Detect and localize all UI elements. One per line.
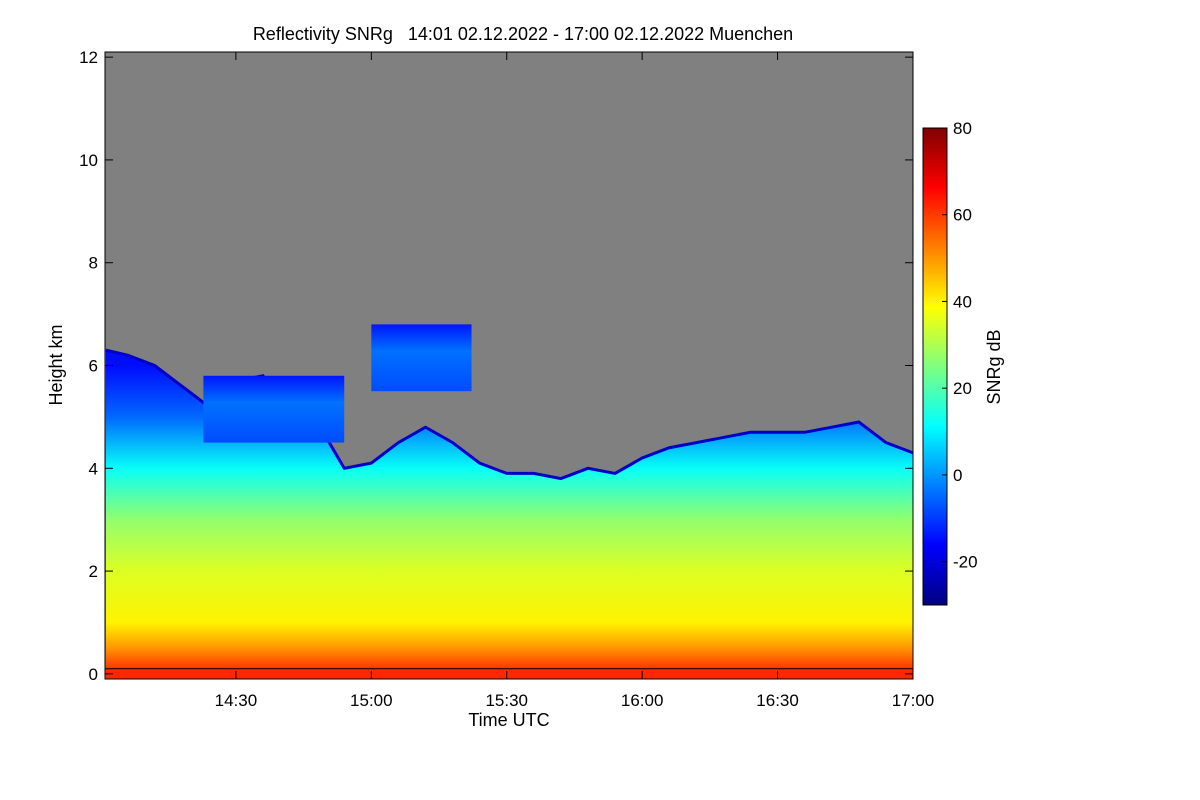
- y-tick-label: 4: [89, 459, 98, 478]
- colorbar-tick-label: 0: [953, 466, 962, 485]
- chart-title: Reflectivity SNRg 14:01 02.12.2022 - 17:…: [253, 24, 793, 44]
- colorbar-tick-label: 60: [953, 206, 972, 225]
- x-axis: 14:30 15:00 15:30 16:00 16:30 17:00: [215, 52, 935, 710]
- y-axis: 0 2 4 6 8 10 12: [79, 48, 913, 684]
- x-tick-label: 17:00: [892, 691, 935, 710]
- y-axis-label: Height km: [46, 324, 66, 405]
- y-tick-label: 2: [89, 562, 98, 581]
- y-tick-label: 0: [89, 665, 98, 684]
- colorbar: -20 0 20 40 60 80: [922, 119, 978, 606]
- upper-cloud-layer: [203, 375, 345, 443]
- plot-area: [104, 51, 914, 680]
- y-tick-label: 12: [79, 48, 98, 67]
- x-tick-label: 14:30: [215, 691, 258, 710]
- x-axis-label: Time UTC: [468, 710, 549, 730]
- colorbar-scale: [922, 127, 948, 606]
- colorbar-tick-label: 40: [953, 292, 972, 311]
- x-tick-label: 15:30: [485, 691, 528, 710]
- x-tick-label: 15:00: [350, 691, 393, 710]
- y-tick-label: 10: [79, 151, 98, 170]
- colorbar-tick-label: 20: [953, 379, 972, 398]
- colorbar-tick-label: -20: [953, 553, 978, 572]
- colorbar-label: SNRg dB: [984, 329, 1004, 404]
- isolated-cloud: [371, 324, 472, 392]
- x-tick-label: 16:00: [621, 691, 664, 710]
- y-tick-label: 8: [89, 254, 98, 273]
- y-tick-label: 6: [89, 357, 98, 376]
- colorbar-tick-label: 80: [953, 119, 972, 138]
- x-tick-label: 16:30: [756, 691, 799, 710]
